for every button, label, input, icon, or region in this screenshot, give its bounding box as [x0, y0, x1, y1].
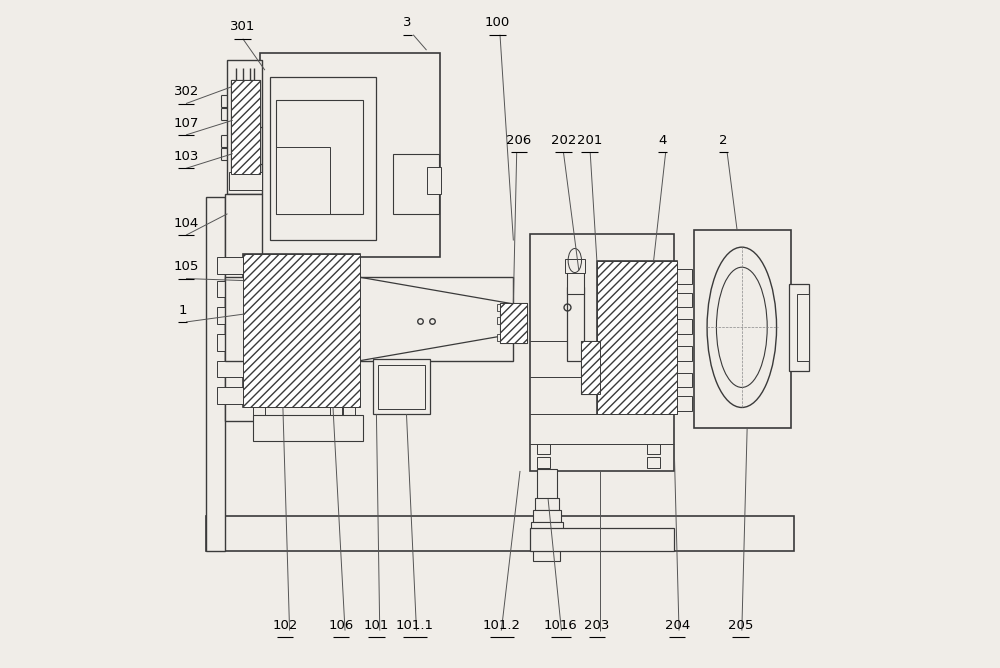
Bar — [647, 457, 660, 468]
Bar — [500, 303, 527, 343]
Text: 100: 100 — [485, 17, 510, 29]
Text: 107: 107 — [174, 117, 199, 130]
Text: 301: 301 — [230, 21, 255, 33]
Bar — [694, 230, 791, 428]
Bar — [393, 154, 439, 214]
Bar — [260, 53, 440, 257]
Bar — [647, 444, 660, 454]
Bar — [427, 167, 441, 194]
Bar — [276, 100, 363, 214]
Bar — [225, 277, 513, 361]
Bar — [675, 319, 692, 334]
Text: 1016: 1016 — [544, 619, 578, 632]
Bar — [206, 197, 225, 551]
Bar — [217, 387, 243, 404]
Bar — [675, 373, 692, 387]
Bar — [581, 341, 600, 394]
Bar — [227, 60, 262, 194]
Bar — [565, 259, 585, 273]
Text: 203: 203 — [584, 619, 610, 632]
Bar — [497, 304, 502, 311]
Bar — [597, 261, 677, 414]
Bar — [567, 287, 584, 361]
Bar — [675, 269, 692, 284]
Text: 3: 3 — [403, 17, 412, 29]
Text: 1: 1 — [178, 304, 187, 317]
Bar — [243, 254, 360, 407]
Bar — [497, 317, 502, 324]
Bar — [343, 407, 355, 418]
Bar — [675, 346, 692, 361]
Bar — [225, 194, 262, 421]
Text: 103: 103 — [174, 150, 199, 163]
Bar — [530, 234, 674, 471]
Text: 202: 202 — [551, 134, 576, 147]
Text: 205: 205 — [728, 619, 753, 632]
Text: 101: 101 — [364, 619, 389, 632]
Bar — [270, 77, 376, 240]
Bar — [533, 540, 560, 561]
Text: 101.2: 101.2 — [483, 619, 521, 632]
Bar — [797, 294, 809, 361]
Bar — [243, 254, 360, 407]
Bar — [675, 293, 692, 307]
Bar — [238, 107, 253, 147]
Bar — [217, 361, 243, 377]
Text: 4: 4 — [658, 134, 666, 147]
Text: 302: 302 — [174, 86, 199, 98]
Bar — [597, 261, 677, 414]
Bar — [231, 80, 260, 174]
Bar — [497, 334, 502, 341]
Bar — [537, 469, 557, 499]
Bar — [567, 271, 584, 294]
Bar — [217, 257, 243, 274]
Bar — [229, 172, 262, 190]
Text: 204: 204 — [665, 619, 690, 632]
Bar — [231, 80, 260, 174]
Bar — [217, 334, 243, 351]
Bar — [537, 444, 550, 454]
Bar — [531, 522, 563, 541]
Text: 206: 206 — [506, 134, 531, 147]
Bar — [253, 407, 265, 418]
Bar — [581, 341, 600, 394]
Bar — [330, 407, 342, 418]
Text: 104: 104 — [174, 217, 199, 230]
Bar — [500, 303, 527, 343]
Bar — [206, 516, 794, 551]
Bar — [217, 307, 243, 324]
Bar — [217, 281, 243, 297]
Bar — [373, 359, 430, 414]
Bar — [378, 365, 425, 409]
Bar — [675, 396, 692, 411]
Text: 102: 102 — [272, 619, 298, 632]
Text: 201: 201 — [577, 134, 602, 147]
Bar — [789, 284, 809, 371]
Text: 105: 105 — [174, 261, 199, 273]
Bar — [533, 510, 561, 522]
Text: 2: 2 — [719, 134, 728, 147]
Bar — [253, 415, 363, 441]
Bar — [276, 147, 330, 214]
Text: 101.1: 101.1 — [396, 619, 434, 632]
Bar — [537, 457, 550, 468]
Bar — [530, 528, 674, 551]
Text: 106: 106 — [329, 619, 354, 632]
Bar — [535, 498, 559, 510]
